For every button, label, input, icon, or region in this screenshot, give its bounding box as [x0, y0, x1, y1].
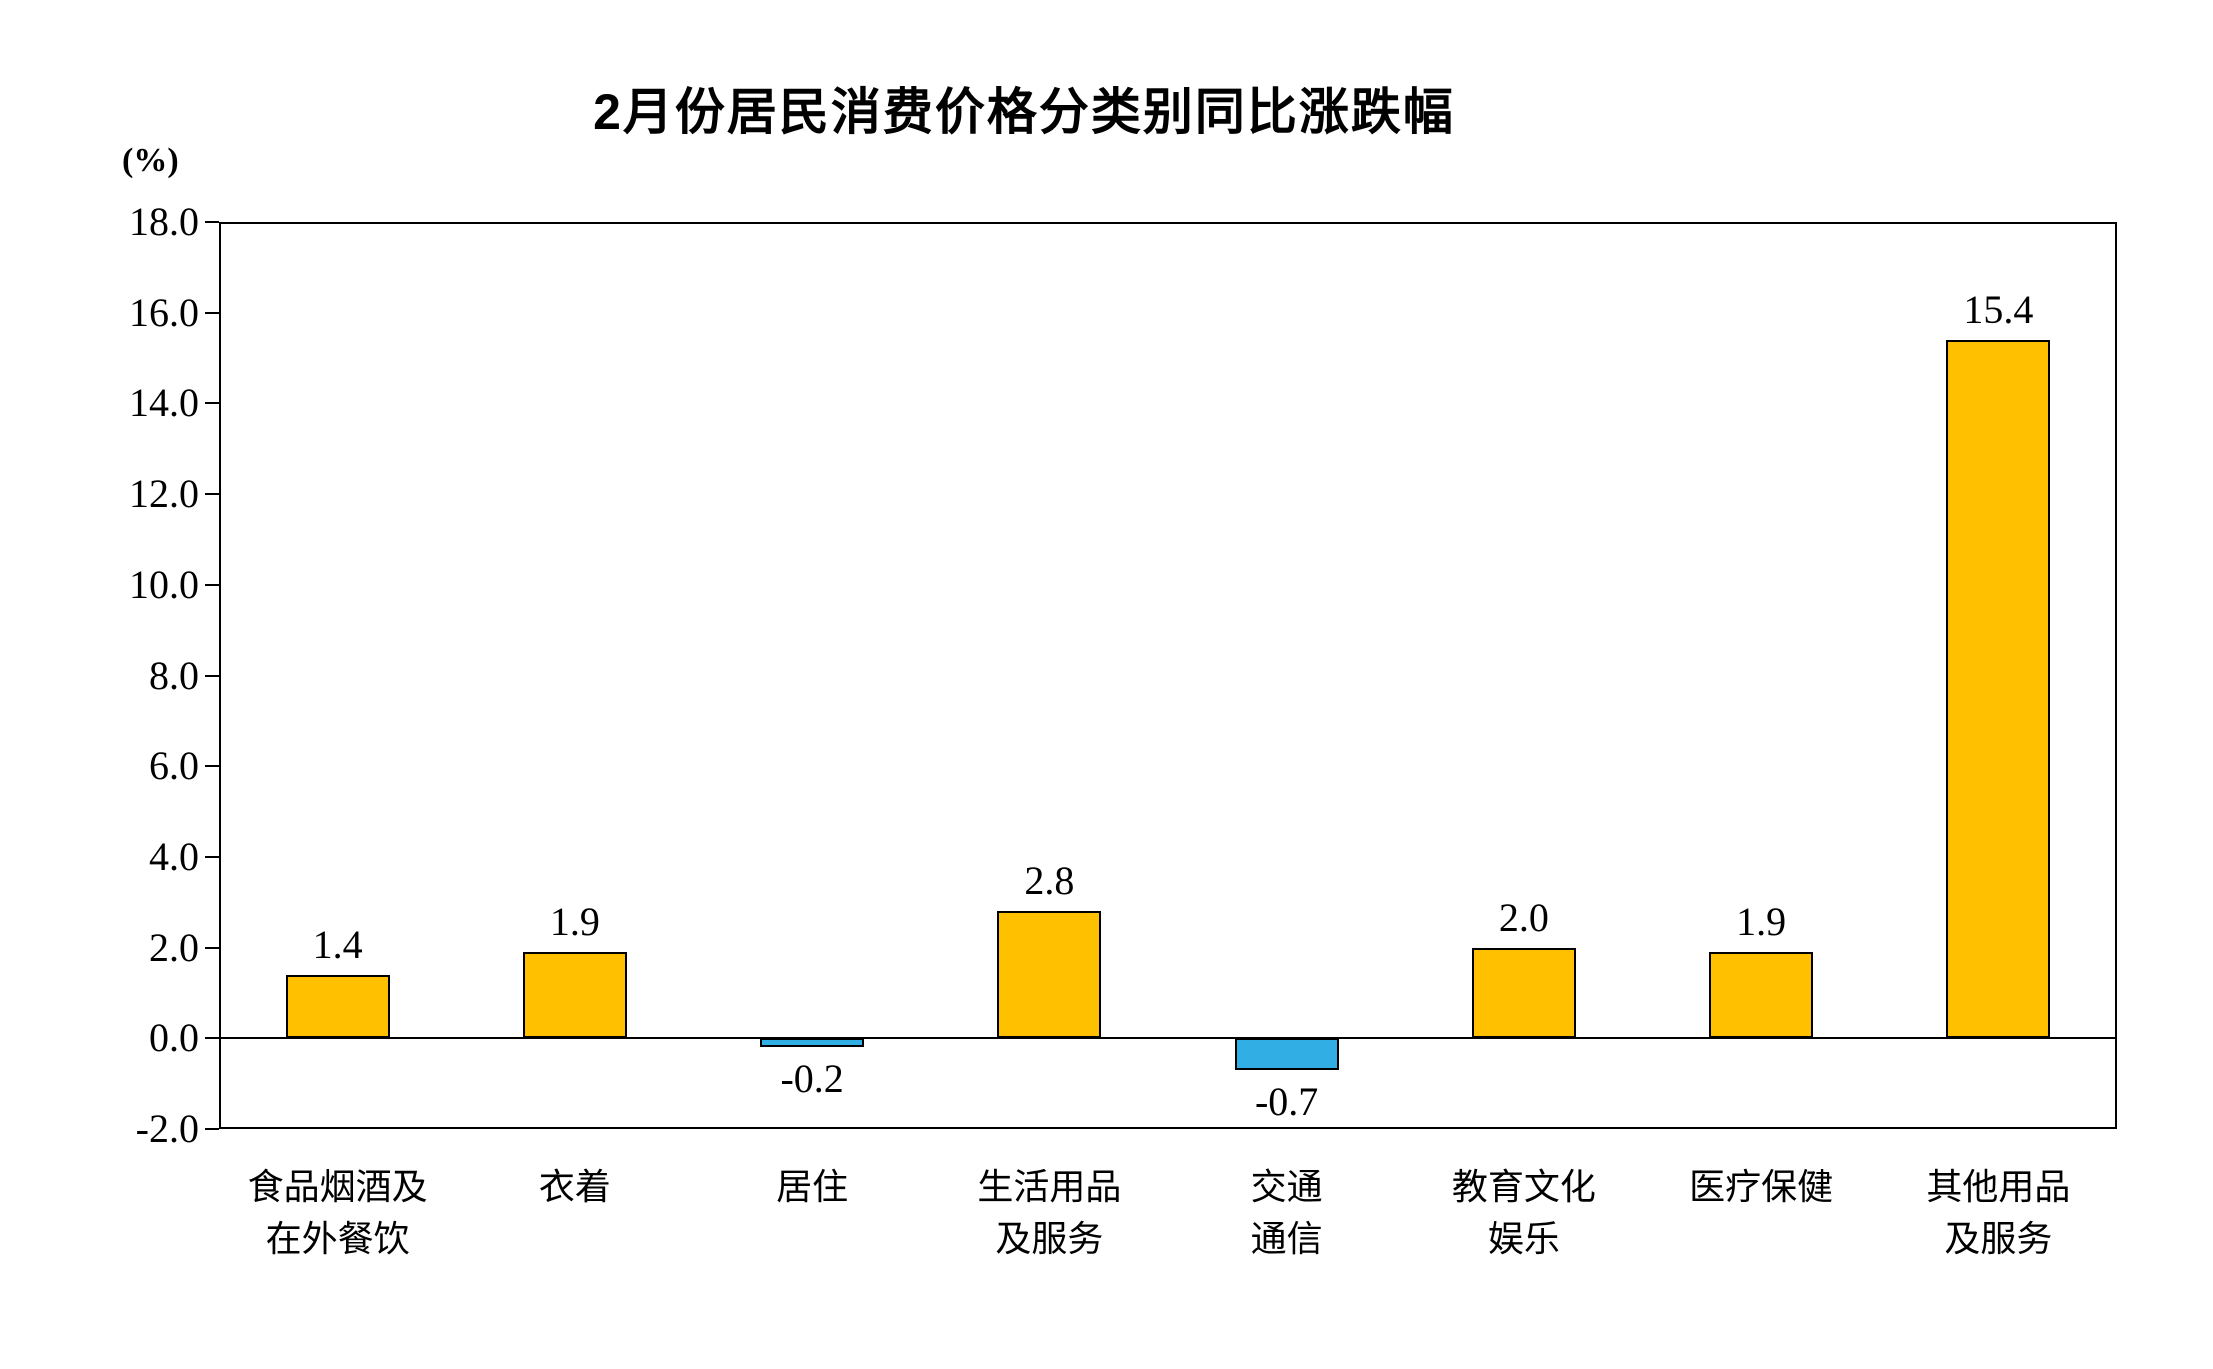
y-tick-label: -2.0 [135, 1106, 199, 1151]
y-tick-label: 16.0 [129, 289, 199, 335]
y-tick-mark [205, 855, 219, 858]
y-tick-mark [205, 583, 219, 586]
zero-baseline [219, 1037, 2117, 1040]
y-tick-label: 14.0 [129, 380, 199, 426]
y-tick-mark [205, 221, 219, 223]
y-tick-label: 2.0 [149, 924, 199, 970]
y-tick-mark [205, 493, 219, 496]
bar-value-label: 1.4 [312, 921, 363, 967]
x-category-label: 衣着 [538, 1167, 611, 1207]
x-category-label: 生活用品 及服务 [977, 1167, 1122, 1260]
bar [1471, 947, 1576, 1039]
y-tick-mark [205, 1128, 219, 1130]
y-tick-label: 8.0 [149, 652, 199, 698]
bar-value-label: -0.2 [780, 1056, 844, 1102]
x-category-label: 居住 [776, 1167, 849, 1207]
y-tick-mark [205, 946, 219, 949]
bar-value-label: 1.9 [549, 899, 600, 945]
x-category-label: 交通 通信 [1250, 1167, 1323, 1260]
bar-value-label: 2.8 [1024, 858, 1075, 904]
x-category-label: 医疗保健 [1689, 1167, 1834, 1207]
y-tick-label: 18.0 [129, 199, 199, 244]
bar-value-label: 15.4 [1963, 286, 2034, 332]
y-axis-unit-label: (%) [122, 142, 179, 179]
bar-value-label: 1.9 [1736, 899, 1787, 945]
y-tick-mark [205, 1037, 219, 1040]
x-category-label: 食品烟酒及 在外餐饮 [247, 1167, 428, 1260]
bar [1234, 1038, 1339, 1071]
y-tick-mark [205, 674, 219, 677]
y-tick-label: 6.0 [149, 743, 199, 789]
y-tick-mark [205, 402, 219, 405]
x-category-label: 教育文化 娱乐 [1451, 1167, 1596, 1260]
x-category-label: 其他用品 及服务 [1926, 1167, 2071, 1260]
bar [760, 1038, 865, 1048]
bar [285, 974, 390, 1039]
plot-area [219, 222, 2117, 1129]
bar [1709, 952, 1814, 1039]
bar [522, 952, 627, 1039]
y-tick-label: 0.0 [149, 1015, 199, 1061]
y-tick-mark [205, 765, 219, 768]
y-tick-label: 10.0 [129, 561, 199, 607]
y-tick-label: 4.0 [149, 833, 199, 879]
bar [997, 911, 1102, 1039]
y-tick-label: 12.0 [129, 471, 199, 517]
y-tick-mark [205, 311, 219, 314]
bar-value-label: 2.0 [1498, 894, 1549, 940]
bar [1946, 339, 2051, 1039]
bar-value-label: -0.7 [1254, 1079, 1319, 1125]
chart-title: 2月份居民消费价格分类别同比涨跌幅 [593, 84, 1455, 140]
